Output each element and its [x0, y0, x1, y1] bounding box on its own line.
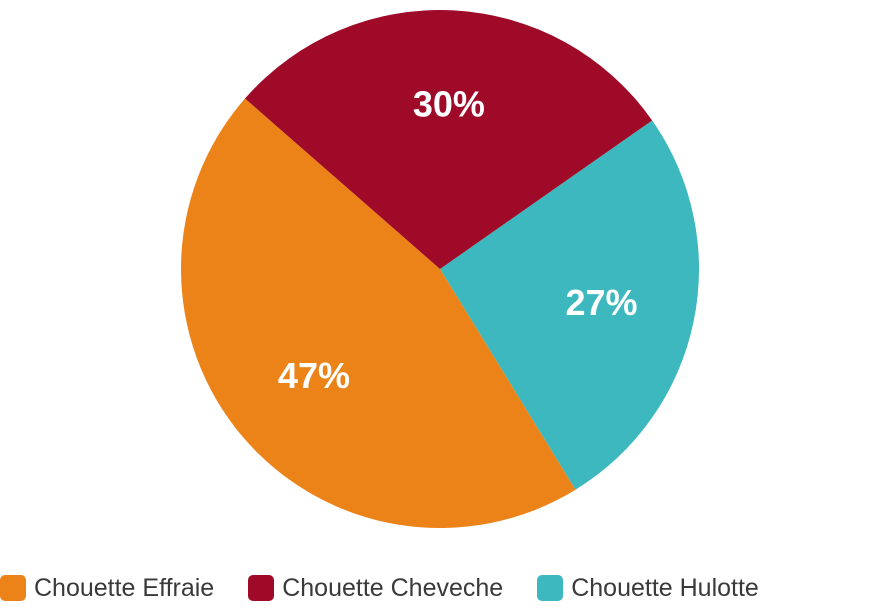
legend-item-effraie: Chouette Effraie — [0, 574, 214, 603]
slice-value-label-hulotte: 27% — [566, 282, 638, 323]
pie-slice-cheveche — [244, 9, 653, 270]
legend-swatch-cheveche — [248, 575, 275, 601]
pie-slice-hulotte — [440, 120, 699, 490]
legend: Chouette Effraie Chouette Cheveche Choue… — [0, 568, 880, 608]
slice-value-label-cheveche: 30% — [413, 84, 485, 125]
legend-swatch-hulotte — [537, 575, 564, 601]
legend-item-cheveche: Chouette Cheveche — [248, 574, 503, 603]
pie-chart-canvas: 27% 47% 30% — [181, 9, 699, 529]
legend-swatch-effraie — [0, 575, 26, 601]
legend-label-hulotte: Chouette Hulotte — [571, 573, 759, 602]
slice-value-label-effraie: 47% — [278, 355, 350, 396]
pie-slice-effraie — [181, 98, 576, 529]
legend-item-hulotte: Chouette Hulotte — [537, 574, 759, 603]
legend-label-effraie: Chouette Effraie — [34, 573, 215, 602]
legend-label-cheveche: Chouette Cheveche — [282, 573, 504, 602]
